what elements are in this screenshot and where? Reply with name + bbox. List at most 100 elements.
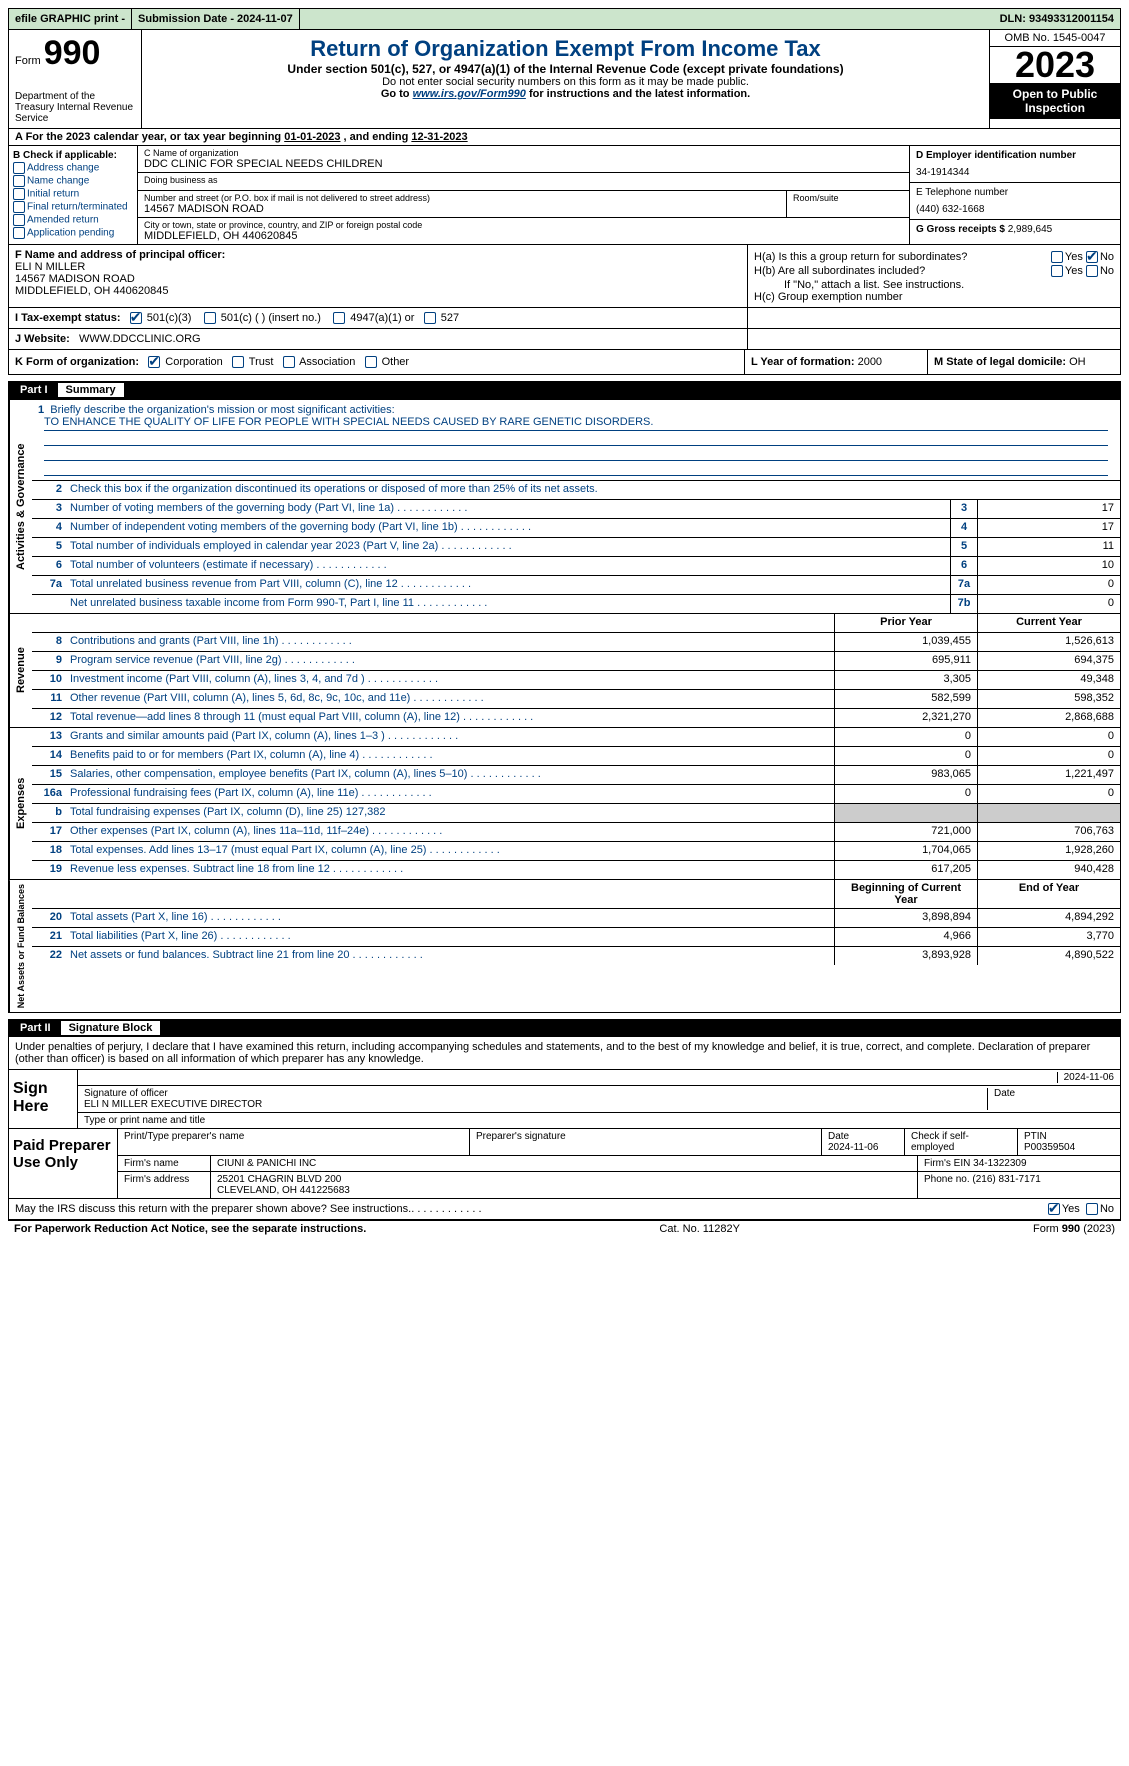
exp-line-19: 19Revenue less expenses. Subtract line 1… — [32, 861, 1120, 879]
rev-line-10: 10Investment income (Part VIII, column (… — [32, 671, 1120, 690]
top-bar: efile GRAPHIC print - Submission Date - … — [8, 8, 1121, 30]
ha-no[interactable] — [1086, 251, 1098, 263]
block-i: I Tax-exempt status: 501(c)(3) 501(c) ( … — [8, 308, 1121, 329]
sign-here-block: Sign Here 2024-11-06 Signature of office… — [8, 1070, 1121, 1129]
exp-line-17: 17Other expenses (Part IX, column (A), l… — [32, 823, 1120, 842]
chk-amended-return[interactable]: Amended return — [13, 214, 133, 226]
ssn-note: Do not enter social security numbers on … — [148, 76, 983, 88]
section-hc — [747, 329, 1120, 349]
exp-line-15: 15Salaries, other compensation, employee… — [32, 766, 1120, 785]
efile-label: efile GRAPHIC print - — [9, 9, 132, 29]
paid-preparer-block: Paid Preparer Use Only Print/Type prepar… — [8, 1129, 1121, 1199]
rev-line-11: 11Other revenue (Part VIII, column (A), … — [32, 690, 1120, 709]
na-header: Beginning of Current Year End of Year — [32, 880, 1120, 909]
dba-cell: Doing business as — [138, 173, 909, 191]
block-f-h: F Name and address of principal officer:… — [8, 245, 1121, 308]
chk-501c[interactable] — [204, 312, 216, 324]
discuss-no[interactable] — [1086, 1203, 1098, 1215]
preparer-header-row: Print/Type preparer's name Preparer's si… — [118, 1129, 1120, 1156]
chk-corp[interactable] — [148, 356, 160, 368]
city-cell: City or town, state or province, country… — [138, 218, 909, 244]
tax-year: 2023 — [990, 47, 1120, 83]
chk-501c3[interactable] — [130, 312, 142, 324]
chk-address-change[interactable]: Address change — [13, 162, 133, 174]
ein-cell: D Employer identification number 34-1914… — [910, 146, 1120, 183]
exp-line-18: 18Total expenses. Add lines 13–17 (must … — [32, 842, 1120, 861]
vtab-expenses: Expenses — [9, 728, 32, 879]
sign-here-label: Sign Here — [9, 1070, 78, 1128]
chk-4947[interactable] — [333, 312, 345, 324]
rev-header: Prior Year Current Year — [32, 614, 1120, 633]
form-label: Form — [15, 55, 41, 67]
ha-row: H(a) Is this a group return for subordin… — [754, 251, 1114, 263]
firm-addr-row: Firm's address 25201 CHAGRIN BLVD 200CLE… — [118, 1172, 1120, 1198]
header-mid: Return of Organization Exempt From Incom… — [142, 30, 989, 128]
form-header: Form 990 Department of the Treasury Inte… — [8, 30, 1121, 129]
chk-other[interactable] — [365, 356, 377, 368]
exp-line-b: bTotal fundraising expenses (Part IX, co… — [32, 804, 1120, 823]
chk-assoc[interactable] — [283, 356, 295, 368]
gov-line-6: 6Total number of volunteers (estimate if… — [32, 557, 1120, 576]
q1-block: 1 Briefly describe the organization's mi… — [32, 400, 1120, 481]
declaration-text: Under penalties of perjury, I declare th… — [8, 1037, 1121, 1070]
part1-header: Part I Summary — [8, 381, 1121, 399]
governance-section: Activities & Governance 1 Briefly descri… — [8, 399, 1121, 614]
netassets-section: Net Assets or Fund Balances Beginning of… — [8, 880, 1121, 1013]
goto-line: Go to www.irs.gov/Form990 for instructio… — [148, 88, 983, 100]
room-suite-cell: Room/suite — [787, 191, 909, 217]
footer-cat: Cat. No. 11282Y — [659, 1223, 740, 1235]
gov-line-4: 4Number of independent voting members of… — [32, 519, 1120, 538]
na-line-21: 21Total liabilities (Part X, line 26)4,9… — [32, 928, 1120, 947]
vtab-revenue: Revenue — [9, 614, 32, 727]
section-c: C Name of organization DDC CLINIC FOR SP… — [138, 146, 909, 244]
chk-name-change[interactable]: Name change — [13, 175, 133, 187]
section-b: B Check if applicable: Address change Na… — [9, 146, 138, 244]
section-h: H(a) Is this a group return for subordin… — [747, 245, 1120, 307]
expenses-section: Expenses 13Grants and similar amounts pa… — [8, 728, 1121, 880]
discuss-row: May the IRS discuss this return with the… — [8, 1199, 1121, 1220]
phone-cell: E Telephone number (440) 632-1668 — [910, 183, 1120, 220]
b-label: B Check if applicable: — [13, 150, 133, 161]
gov-line-7b: Net unrelated business taxable income fr… — [32, 595, 1120, 613]
sig-date-row: 2024-11-06 — [78, 1070, 1120, 1086]
exp-line-16a: 16aProfessional fundraising fees (Part I… — [32, 785, 1120, 804]
exp-line-13: 13Grants and similar amounts paid (Part … — [32, 728, 1120, 747]
address-row: Number and street (or P.O. box if mail i… — [138, 191, 909, 218]
block-b-to-g: B Check if applicable: Address change Na… — [8, 146, 1121, 245]
ha-yes[interactable] — [1051, 251, 1063, 263]
footer-right: Form 990 (2023) — [1033, 1223, 1115, 1235]
chk-initial-return[interactable]: Initial return — [13, 188, 133, 200]
block-j: J Website: WWW.DDCCLINIC.ORG — [8, 329, 1121, 350]
chk-application-pending[interactable]: Application pending — [13, 227, 133, 239]
hb-yes[interactable] — [1051, 265, 1063, 277]
form-number: 990 — [44, 34, 101, 72]
section-f: F Name and address of principal officer:… — [9, 245, 747, 307]
chk-final-return[interactable]: Final return/terminated — [13, 201, 133, 213]
na-line-20: 20Total assets (Part X, line 16)3,898,89… — [32, 909, 1120, 928]
irs-link[interactable]: www.irs.gov/Form990 — [413, 88, 526, 100]
form-subtitle: Under section 501(c), 527, or 4947(a)(1)… — [148, 62, 983, 76]
chk-527[interactable] — [424, 312, 436, 324]
block-k: K Form of organization: Corporation Trus… — [8, 350, 1121, 375]
header-left: Form 990 Department of the Treasury Inte… — [9, 30, 142, 128]
revenue-section: Revenue Prior Year Current Year 8Contrib… — [8, 614, 1121, 728]
chk-trust[interactable] — [232, 356, 244, 368]
footer-left: For Paperwork Reduction Act Notice, see … — [14, 1223, 366, 1235]
org-name-cell: C Name of organization DDC CLINIC FOR SP… — [138, 146, 909, 173]
hb-no[interactable] — [1086, 265, 1098, 277]
hc-row: H(c) Group exemption number — [754, 291, 1114, 303]
dln: DLN: 93493312001154 — [994, 9, 1120, 29]
submission-date: Submission Date - 2024-11-07 — [132, 9, 300, 29]
street-cell: Number and street (or P.O. box if mail i… — [138, 191, 787, 217]
firm-name-row: Firm's name CIUNI & PANICHI INC Firm's E… — [118, 1156, 1120, 1172]
section-l: L Year of formation: 2000 — [744, 350, 927, 374]
footer: For Paperwork Reduction Act Notice, see … — [8, 1220, 1121, 1237]
open-inspection: Open to Public Inspection — [990, 83, 1120, 119]
rev-line-12: 12Total revenue—add lines 8 through 11 (… — [32, 709, 1120, 727]
section-j: J Website: WWW.DDCCLINIC.ORG — [9, 329, 747, 349]
discuss-yes[interactable] — [1048, 1203, 1060, 1215]
row-a-tax-year: A For the 2023 calendar year, or tax yea… — [8, 129, 1121, 146]
gov-line-5: 5Total number of individuals employed in… — [32, 538, 1120, 557]
hb-row: H(b) Are all subordinates included? Yes … — [754, 265, 1114, 277]
section-d-e-g: D Employer identification number 34-1914… — [909, 146, 1120, 244]
